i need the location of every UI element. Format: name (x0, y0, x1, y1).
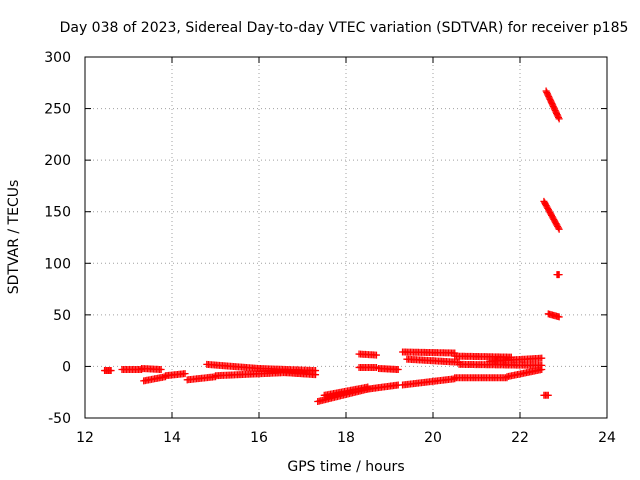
data-segment (355, 350, 380, 359)
tick-labels: 12 14 16 18 20 22 24 -50 0 50 100 150 200 250 300 (44, 50, 616, 446)
data-segment (540, 197, 563, 233)
data-segment (451, 374, 511, 382)
y-tick-label: 250 (44, 102, 71, 118)
y-tick-label: -50 (48, 411, 71, 427)
data-segment (542, 87, 563, 123)
y-tick-label: 50 (53, 308, 71, 324)
data-segment (399, 348, 459, 357)
chart-title: Day 038 of 2023, Sidereal Day-to-day VTE… (60, 20, 629, 36)
x-tick-label: 14 (163, 430, 181, 446)
y-tick-label: 0 (62, 359, 71, 375)
x-tick-label: 12 (76, 430, 94, 446)
data-segment (540, 391, 552, 399)
data-point (555, 115, 563, 123)
data-point (538, 354, 546, 362)
y-tick-label: 200 (44, 153, 71, 169)
data-segment (364, 381, 402, 393)
y-tick-label: 300 (44, 50, 71, 66)
data-point (554, 113, 562, 121)
data-marks (101, 87, 563, 405)
data-segment (140, 373, 169, 385)
x-tick-label: 20 (424, 430, 442, 446)
data-point (394, 366, 402, 374)
data-segment (320, 383, 372, 399)
x-axis-label: GPS time / hours (287, 459, 404, 475)
data-segment (503, 366, 546, 381)
x-tick-label: 24 (598, 430, 616, 446)
data-segment (544, 310, 563, 321)
y-tick-label: 100 (44, 256, 71, 272)
data-point (312, 371, 320, 379)
data-point (555, 271, 563, 279)
data-point (157, 366, 165, 374)
data-segment (138, 364, 165, 374)
x-tick-label: 22 (511, 430, 529, 446)
data-segment (101, 367, 115, 375)
data-segment (375, 364, 402, 374)
plot-frame (84, 56, 608, 419)
data-segment (399, 375, 459, 389)
data-point (107, 367, 115, 375)
data-point (372, 351, 380, 359)
data-point (555, 313, 563, 321)
data-segment (161, 370, 189, 380)
y-tick-label: 150 (44, 205, 71, 221)
data-point (538, 361, 546, 369)
y-axis-label: SDTVAR / TECUs (6, 180, 22, 295)
x-tick-label: 18 (337, 430, 355, 446)
x-tick-label: 16 (250, 430, 268, 446)
data-point (555, 225, 563, 233)
data-segment (281, 369, 320, 379)
data-point (181, 370, 189, 378)
data-segment (553, 271, 563, 279)
data-point (544, 391, 552, 399)
grid (85, 57, 607, 418)
data-segment (455, 360, 546, 369)
data-point (554, 224, 562, 232)
data-segment (355, 363, 380, 371)
